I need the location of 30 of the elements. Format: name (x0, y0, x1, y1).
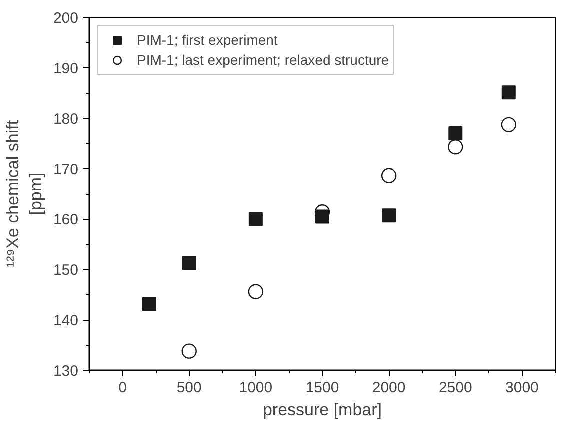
y-tick-label: 150 (53, 262, 79, 280)
legend-label: PIM-1; last experiment; relaxed structure (137, 52, 390, 68)
point (448, 140, 464, 155)
y-tick-label: 170 (53, 161, 79, 178)
point (182, 256, 196, 270)
point (182, 344, 197, 359)
y-axis-title: ¹²⁹Xe chemical shift [ppm] (4, 120, 46, 268)
y-tick-label: 140 (53, 312, 79, 330)
point (448, 126, 463, 140)
legend-label: PIM-1; first experiment (137, 32, 278, 48)
y-tick-label: 180 (53, 110, 79, 128)
point (248, 284, 264, 300)
point (381, 168, 397, 184)
y-tick-label: 200 (53, 10, 79, 27)
point (502, 86, 516, 100)
point (142, 297, 156, 312)
x-tick-label: 2000 (372, 380, 406, 396)
x-tick-label: 1000 (239, 380, 273, 396)
x-tick-label: 500 (176, 380, 202, 396)
y-tick-label: 130 (53, 363, 79, 380)
point (248, 212, 263, 226)
x-tick-label: 0 (118, 380, 127, 396)
y-tick-label: 190 (53, 60, 79, 78)
x-axis-title: pressure [mbar] (262, 400, 382, 420)
x-tick-label: 2500 (438, 380, 472, 396)
x-tick-label: 1500 (306, 380, 340, 396)
x-tick-label: 3000 (506, 380, 539, 396)
point (501, 117, 516, 132)
point (382, 208, 396, 223)
y-tick-label: 160 (53, 212, 79, 229)
